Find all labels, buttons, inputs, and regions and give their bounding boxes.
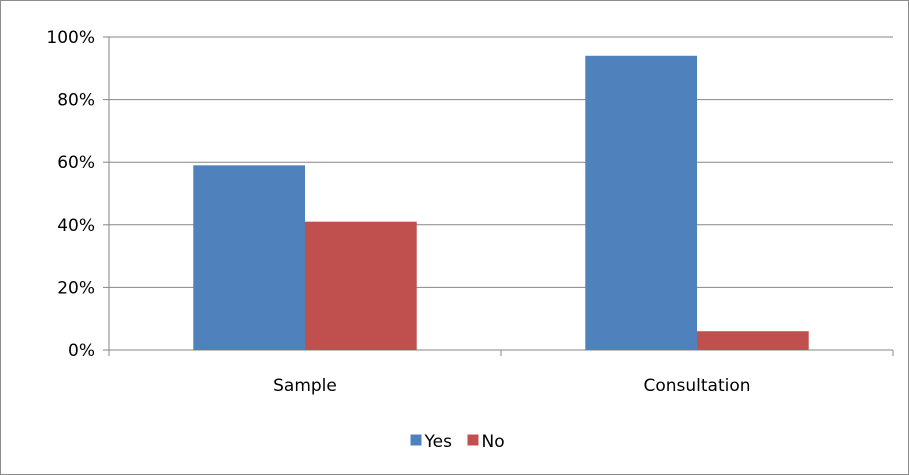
x-category-label: Sample — [273, 376, 337, 396]
bar-yes-consultation — [585, 55, 697, 350]
bar-no-consultation — [697, 331, 809, 350]
y-tick-label: 100% — [46, 28, 95, 48]
y-tick-label: 20% — [57, 278, 95, 298]
legend-swatch-yes — [410, 434, 422, 446]
y-tick-labels: 0% 20% 40% 60% 80% 100% — [46, 28, 95, 361]
y-tick-label: 60% — [57, 153, 95, 173]
legend-swatch-no — [467, 434, 479, 446]
y-tick-label: 80% — [57, 91, 95, 111]
bar-no-sample — [305, 221, 417, 350]
bar-yes-sample — [193, 165, 305, 350]
y-tick-label: 0% — [68, 341, 95, 361]
legend-label-no: No — [482, 432, 505, 452]
bars — [193, 55, 809, 350]
y-tick-label: 40% — [57, 216, 95, 236]
legend: Yes No — [410, 432, 505, 452]
category-labels: Sample Consultation — [273, 376, 750, 396]
legend-label-yes: Yes — [424, 432, 453, 452]
x-category-label: Consultation — [643, 376, 750, 396]
